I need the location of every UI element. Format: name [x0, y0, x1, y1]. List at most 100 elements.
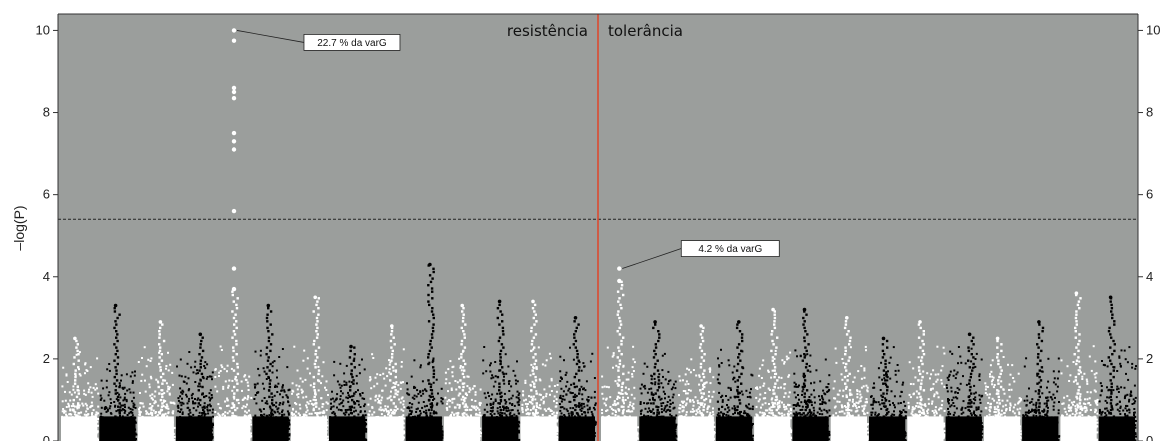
data-point [233, 392, 236, 395]
data-point [235, 379, 238, 382]
data-point [145, 410, 148, 413]
data-point [504, 406, 506, 409]
data-point [533, 310, 536, 313]
data-point [388, 368, 391, 371]
data-point [456, 381, 459, 384]
data-point [589, 360, 592, 363]
data-point [152, 409, 155, 412]
data-point [138, 406, 141, 409]
data-point [526, 403, 529, 405]
data-point [468, 390, 471, 393]
data-point [426, 415, 428, 418]
data-point [470, 414, 472, 417]
data-point [593, 377, 596, 379]
data-point [464, 403, 467, 406]
data-point [197, 415, 201, 418]
data-point [268, 405, 272, 408]
data-point [531, 397, 534, 400]
data-point [560, 412, 563, 415]
data-point [432, 330, 435, 333]
data-point [118, 313, 121, 316]
data-point [340, 384, 343, 387]
data-point [518, 398, 521, 401]
data-point [160, 359, 164, 362]
data-point [430, 389, 434, 392]
data-point [545, 359, 548, 362]
data-point [234, 375, 237, 379]
data-point [120, 374, 123, 377]
data-point [498, 385, 501, 389]
data-point [454, 380, 457, 382]
data-point [317, 369, 321, 372]
data-point [362, 414, 365, 417]
data-point [312, 407, 315, 410]
data-point [188, 415, 191, 418]
data-point [349, 349, 352, 353]
data-point [115, 369, 118, 372]
data-point [365, 430, 368, 433]
data-point [295, 384, 298, 387]
data-point [386, 397, 389, 400]
data-point [578, 361, 581, 364]
data-point [410, 375, 413, 378]
data-point [260, 410, 263, 413]
data-point [132, 402, 135, 405]
data-point [349, 408, 353, 412]
data-point [430, 409, 433, 412]
data-point [235, 326, 238, 330]
data-point [257, 367, 260, 370]
data-point [397, 384, 400, 387]
data-point [201, 349, 205, 353]
data-point [355, 382, 358, 385]
data-point [74, 411, 77, 414]
data-point [509, 415, 512, 418]
data-point [556, 432, 559, 435]
data-point [391, 353, 394, 356]
data-point [281, 403, 284, 406]
data-point [271, 333, 274, 336]
data-point [294, 414, 297, 417]
data-point [496, 392, 499, 395]
data-point [521, 407, 524, 409]
data-point [548, 385, 551, 388]
data-point [314, 392, 317, 395]
data-point [158, 351, 161, 354]
data-point [378, 408, 381, 411]
chromosome-1-3 [137, 320, 176, 441]
data-point [532, 405, 536, 408]
data-point [388, 396, 391, 399]
data-point [428, 382, 431, 385]
data-point [373, 411, 376, 414]
data-point [432, 372, 436, 376]
data-point [155, 378, 158, 381]
data-point [204, 367, 207, 370]
data-point [390, 330, 394, 333]
data-point [340, 390, 342, 393]
data-point [479, 414, 482, 417]
data-point [436, 402, 439, 405]
data-point [565, 393, 568, 396]
data-point [504, 402, 507, 405]
data-point [172, 410, 175, 413]
data-point [99, 398, 102, 401]
data-point [231, 415, 234, 417]
data-point [560, 377, 563, 379]
data-point [116, 395, 120, 399]
data-point [462, 398, 466, 402]
data-point [96, 437, 99, 440]
data-point [161, 389, 164, 392]
data-point [492, 376, 495, 379]
data-point [501, 313, 504, 316]
data-point [437, 392, 439, 395]
data-point [463, 369, 466, 372]
data-point [118, 385, 121, 389]
peak-point [313, 295, 318, 300]
data-point [432, 395, 434, 398]
data-point [574, 393, 577, 396]
data-point [192, 407, 195, 410]
data-point [343, 384, 346, 386]
data-point [158, 392, 161, 395]
data-point [346, 397, 349, 400]
data-point [407, 415, 410, 418]
data-point [163, 392, 166, 395]
